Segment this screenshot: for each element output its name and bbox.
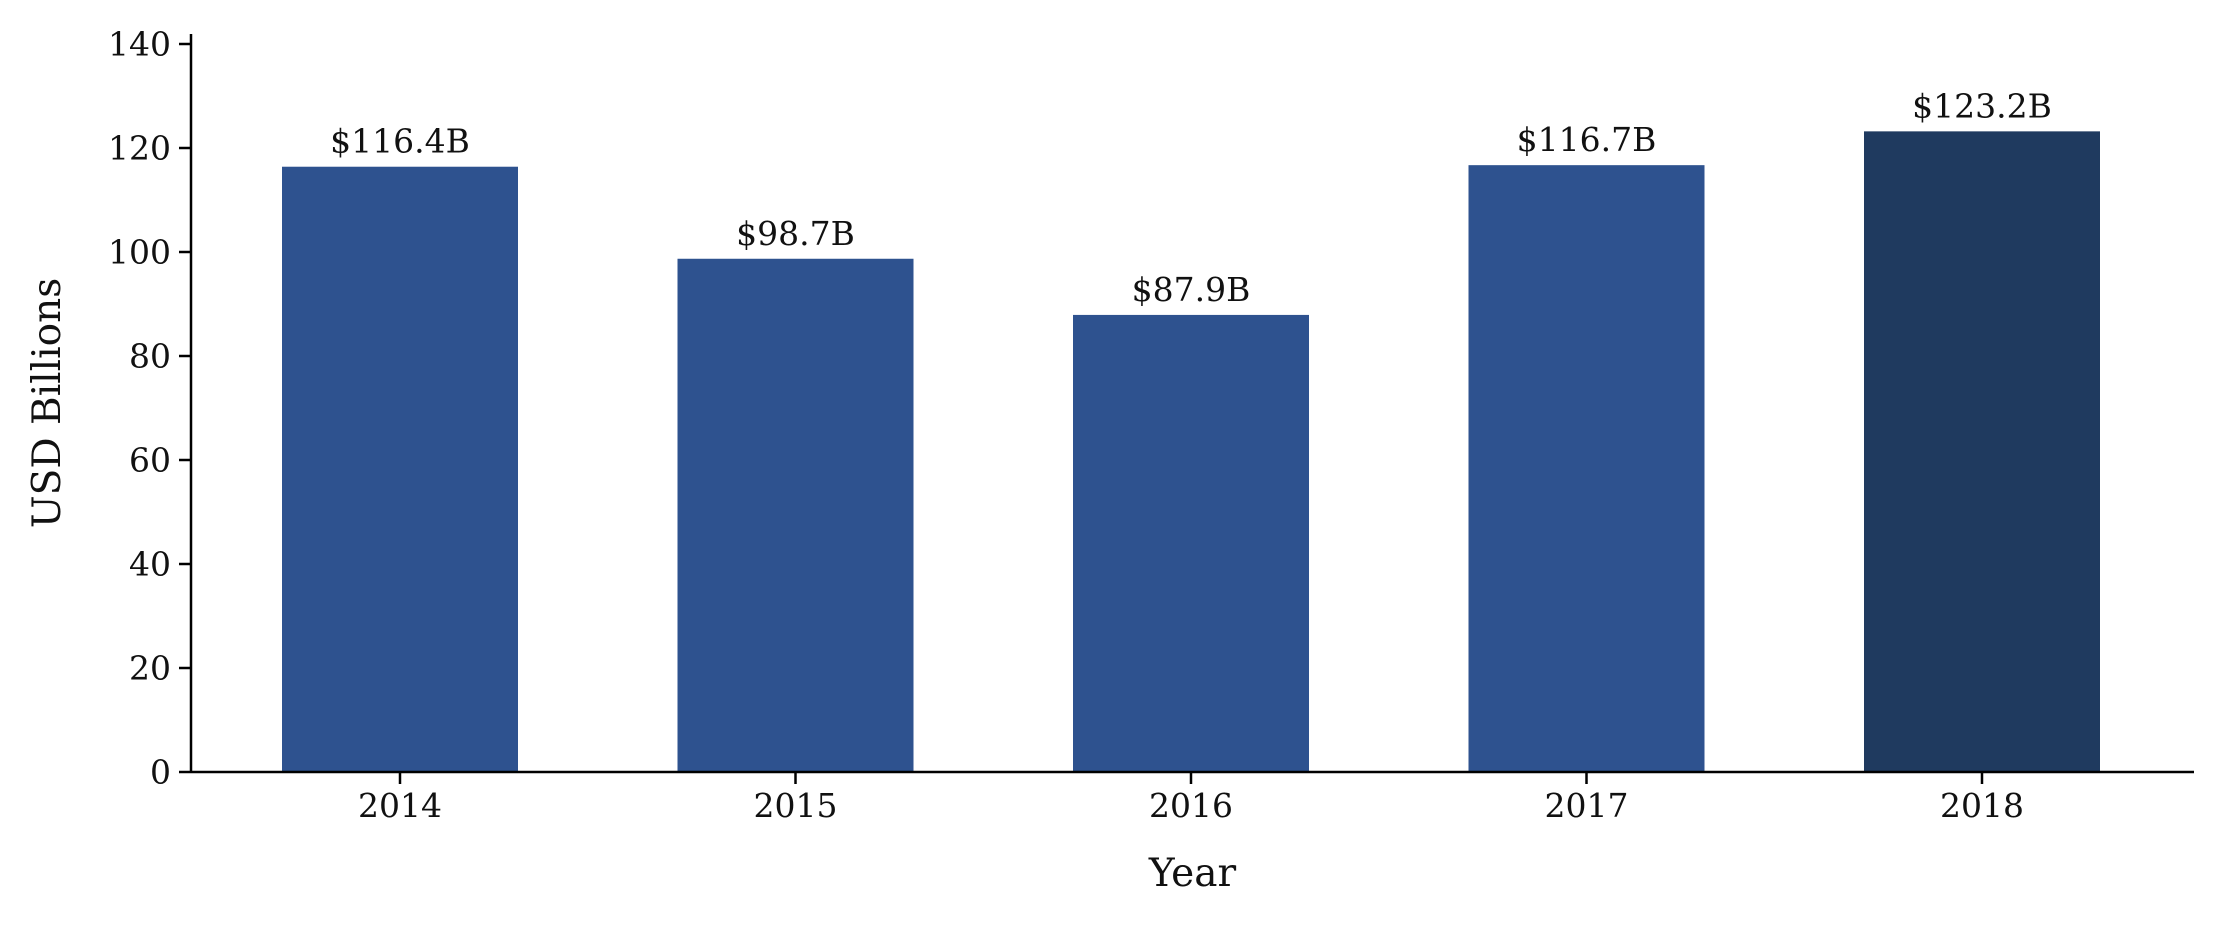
bars-group xyxy=(282,131,2100,773)
data-label: $123.2B xyxy=(1912,86,2052,125)
data-label: $87.9B xyxy=(1132,270,1251,309)
data-label: $116.4B xyxy=(330,122,470,161)
bar xyxy=(1468,165,1705,772)
x-axis-title: Year xyxy=(1148,851,1237,896)
y-tick-label: 20 xyxy=(129,649,171,688)
bar xyxy=(1864,131,2100,773)
data-label: $98.7B xyxy=(736,214,855,253)
y-tick-label: 80 xyxy=(129,337,171,376)
y-tick-label: 100 xyxy=(108,233,171,272)
data-labels-group: $116.4B $98.7B $87.9B $116.7B $123.2B xyxy=(330,86,2052,309)
x-tick-label: 2018 xyxy=(1940,786,2024,825)
y-axis-title: USD Billions xyxy=(25,278,70,528)
y-tick-label: 120 xyxy=(108,129,171,168)
y-tick-label: 40 xyxy=(129,545,171,584)
x-tick-label: 2014 xyxy=(358,786,442,825)
bar xyxy=(282,166,518,773)
y-tick-label: 140 xyxy=(108,25,171,64)
y-ticks-group: 0 20 40 60 80 100 120 140 xyxy=(108,25,191,792)
y-tick-label: 60 xyxy=(129,441,171,480)
x-ticks-group: 2014 2015 2016 2017 2018 xyxy=(358,772,2024,825)
axes-group: 0 20 40 60 80 100 120 140 2014 2015 2016 2017 2018 xyxy=(108,25,2194,825)
x-tick-label: 2015 xyxy=(754,786,838,825)
y-tick-label: 0 xyxy=(150,753,171,792)
bar xyxy=(677,258,914,772)
x-tick-label: 2016 xyxy=(1149,786,1233,825)
x-tick-label: 2017 xyxy=(1545,786,1629,825)
data-label: $116.7B xyxy=(1517,120,1657,159)
bar xyxy=(1073,314,1309,772)
